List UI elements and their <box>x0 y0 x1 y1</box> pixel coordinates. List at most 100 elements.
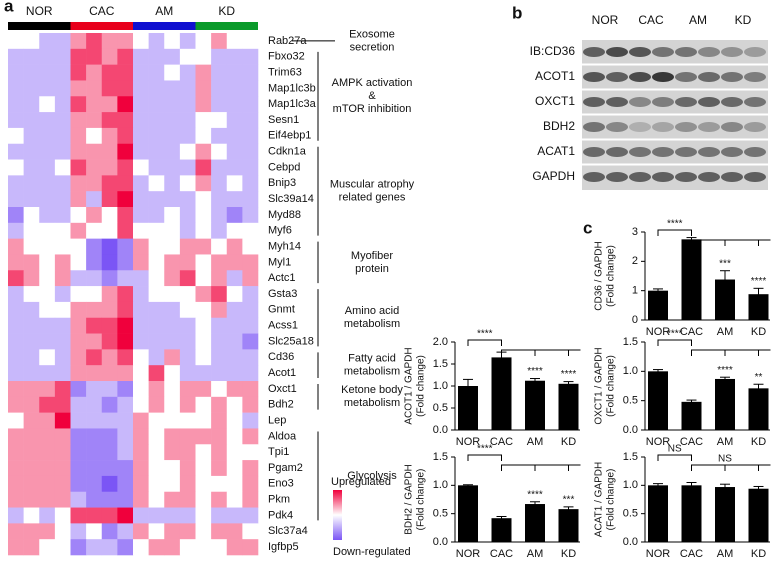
heatmap-cell <box>226 64 243 81</box>
band <box>698 47 720 57</box>
heatmap-cell <box>70 286 87 303</box>
heatmap-cell <box>148 523 165 540</box>
heatmap-cell <box>101 460 118 477</box>
heatmap-cell <box>86 238 103 255</box>
heatmap-cell <box>101 301 118 319</box>
heatmap-cell <box>195 254 212 271</box>
significance-bracket <box>501 464 581 471</box>
group-label: NOR <box>26 4 53 18</box>
heatmap-cell <box>148 507 165 524</box>
heatmap-cell <box>133 159 149 176</box>
blot-row-label: BDH2 <box>543 119 575 133</box>
heatmap-cell <box>195 301 212 319</box>
heatmap-cell <box>148 396 165 413</box>
heatmap-cell <box>164 286 181 303</box>
significance-label: **** <box>477 444 493 455</box>
heatmap-cell <box>226 222 243 239</box>
band <box>629 147 651 157</box>
gene-label: Sesn1 <box>268 114 299 126</box>
heatmap-cell <box>211 175 228 192</box>
heatmap-cell <box>39 286 56 303</box>
heatmap-cell <box>148 64 165 81</box>
heatmap-cell <box>70 491 87 508</box>
band <box>744 122 766 132</box>
heatmap-cell <box>226 286 243 303</box>
heatmap-cell <box>211 381 228 398</box>
y-tick-label: 1.0 <box>623 365 638 377</box>
panel-letter: c <box>583 218 592 237</box>
bar <box>558 383 579 430</box>
heatmap-cell <box>195 64 212 81</box>
group-annotation: & <box>368 90 376 102</box>
heatmap-cell <box>164 396 181 413</box>
heatmap-cell <box>8 80 24 97</box>
heatmap-cell <box>39 460 56 477</box>
heatmap-cell <box>8 460 24 477</box>
gene-label: Bdh2 <box>268 399 294 411</box>
heatmap-cell <box>179 444 196 461</box>
gene-label: Myd88 <box>268 209 301 221</box>
heatmap-cell <box>8 222 24 239</box>
group-bar <box>195 22 258 30</box>
heatmap-cell <box>8 191 24 208</box>
heatmap-cell <box>195 286 212 303</box>
group-annotation: mTOR inhibition <box>333 103 412 115</box>
heatmap-cell <box>117 475 134 493</box>
heatmap-cell <box>8 159 24 176</box>
heatmap-cell <box>211 191 228 208</box>
gene-label: Oxct1 <box>268 383 297 395</box>
heatmap-cell <box>117 159 134 176</box>
heatmap-cell <box>148 254 165 271</box>
y-tick-label: 0.0 <box>623 424 638 436</box>
heatmap-cell <box>179 301 196 319</box>
heatmap-cell <box>8 365 24 382</box>
bar <box>681 485 702 542</box>
heatmap-cell <box>179 112 196 129</box>
heatmap-cell <box>8 444 24 461</box>
gene-label: Acot1 <box>268 367 296 379</box>
x-tick-label: KD <box>751 436 766 448</box>
heatmap-cell <box>8 33 24 50</box>
color-bar <box>333 490 342 540</box>
group-annotation: Ketone body <box>341 384 403 396</box>
heatmap-cell <box>23 333 40 350</box>
heatmap-cell <box>226 159 243 176</box>
bar <box>748 388 769 430</box>
heatmap-cell <box>242 539 259 556</box>
heatmap-cell <box>148 96 165 113</box>
significance-label: **** <box>667 329 683 340</box>
heatmap-cell <box>242 349 259 366</box>
heatmap-cell <box>101 349 118 366</box>
band <box>698 122 720 132</box>
heatmap-cell <box>133 96 149 113</box>
heatmap-cell <box>39 254 56 271</box>
band <box>629 97 651 107</box>
heatmap-cell <box>133 301 149 319</box>
heatmap-cell <box>101 539 118 556</box>
y-tick-label: 0.5 <box>433 402 448 414</box>
heatmap-cell <box>8 381 24 398</box>
heatmap-cell <box>54 475 71 493</box>
heatmap-cell <box>195 175 212 192</box>
heatmap-cell <box>242 48 259 65</box>
heatmap-cell <box>39 270 56 287</box>
band <box>652 172 674 182</box>
significance-bracket <box>657 454 692 461</box>
blot-row-label: OXCT1 <box>535 94 575 108</box>
heatmap-cell <box>86 222 103 239</box>
heatmap-cell <box>23 80 40 97</box>
band <box>583 72 605 82</box>
heatmap-cell <box>242 475 259 493</box>
heatmap-cell <box>195 381 212 398</box>
heatmap-cell <box>117 539 134 556</box>
heatmap-cell <box>39 238 56 255</box>
heatmap-cell <box>8 175 24 192</box>
heatmap-cell <box>133 64 149 81</box>
heatmap-cell <box>195 460 212 477</box>
heatmap-cell <box>70 270 87 287</box>
significance-bracket <box>657 229 692 236</box>
heatmap-cell <box>242 112 259 129</box>
heatmap-cell <box>39 349 56 366</box>
heatmap-cell <box>164 270 181 287</box>
significance-label: NS <box>718 454 732 465</box>
